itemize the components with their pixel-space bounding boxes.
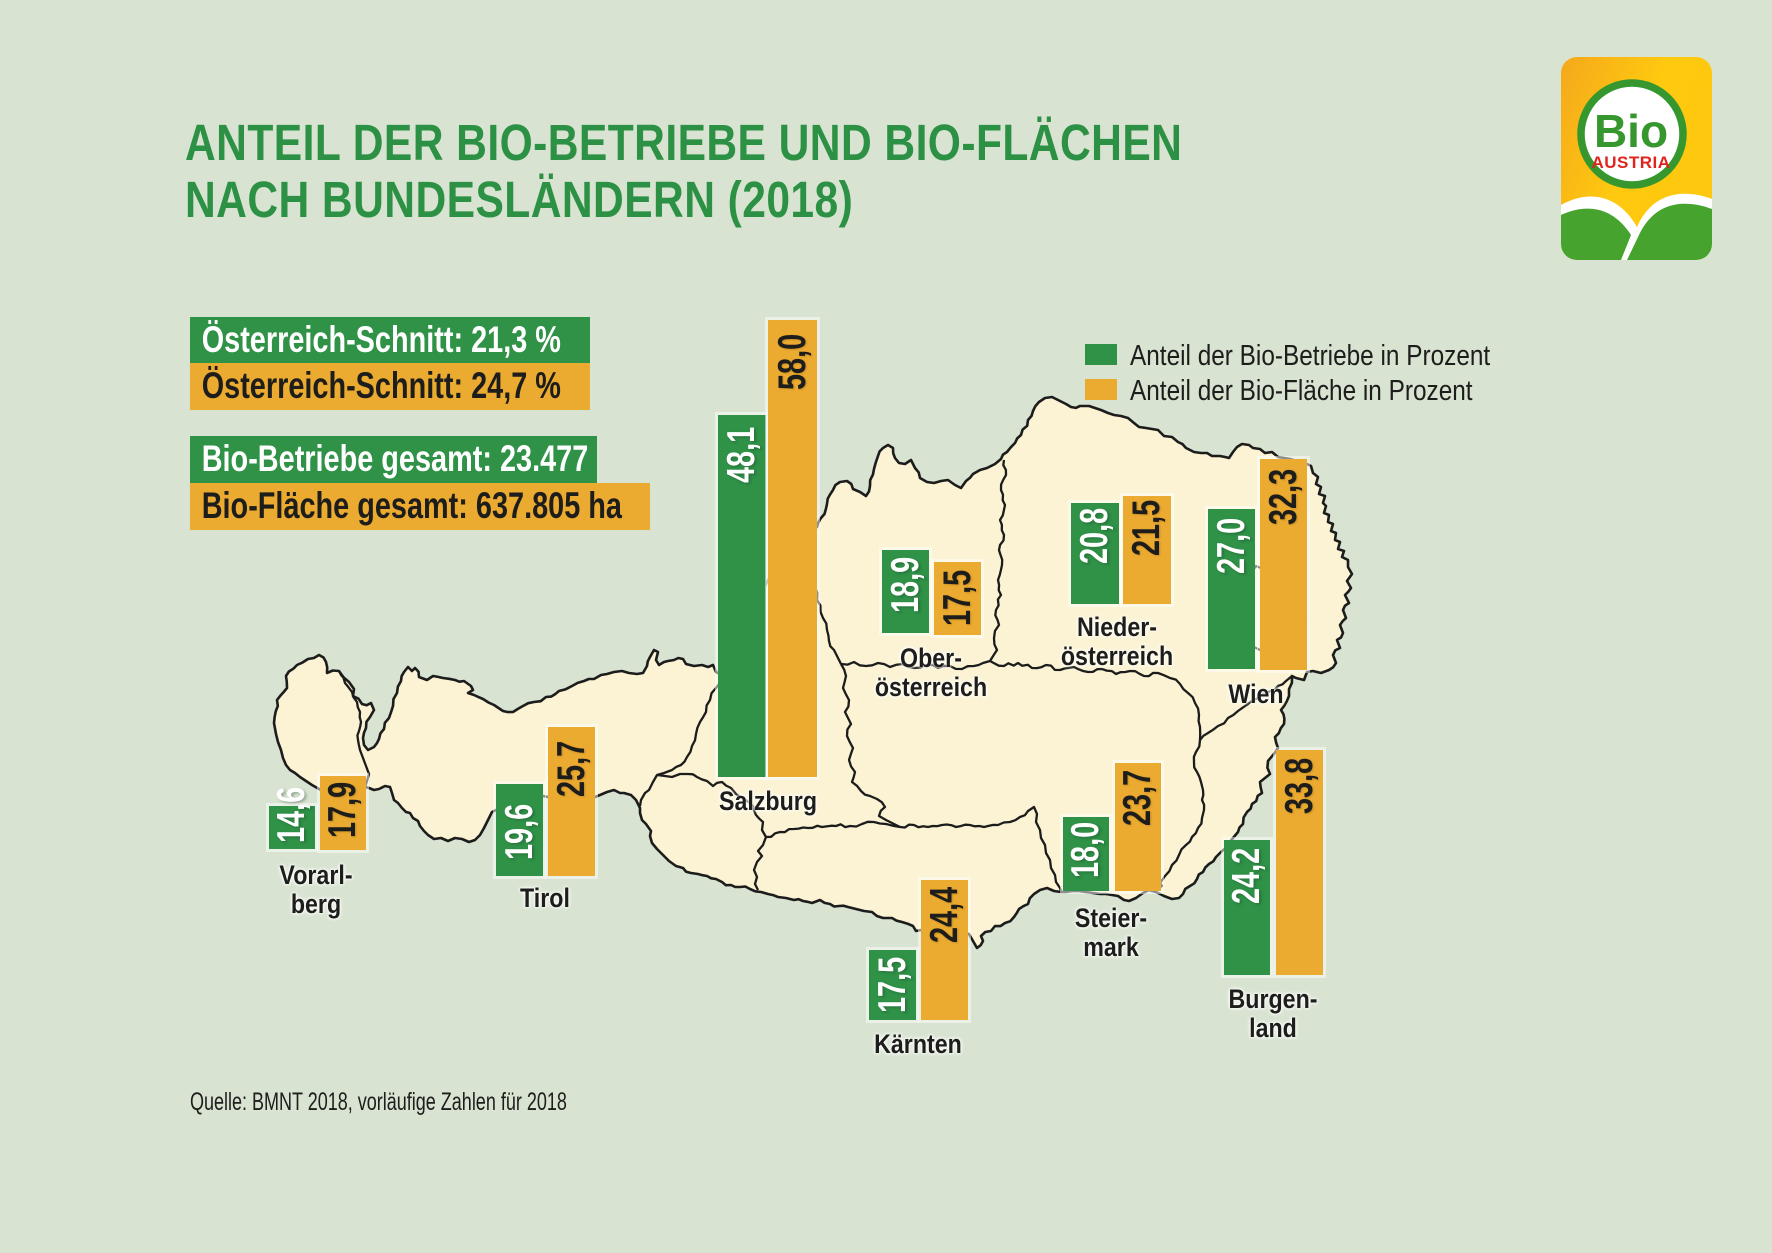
- svg-text:AUSTRIA: AUSTRIA: [1591, 153, 1670, 172]
- svg-text:Bio: Bio: [1594, 105, 1668, 157]
